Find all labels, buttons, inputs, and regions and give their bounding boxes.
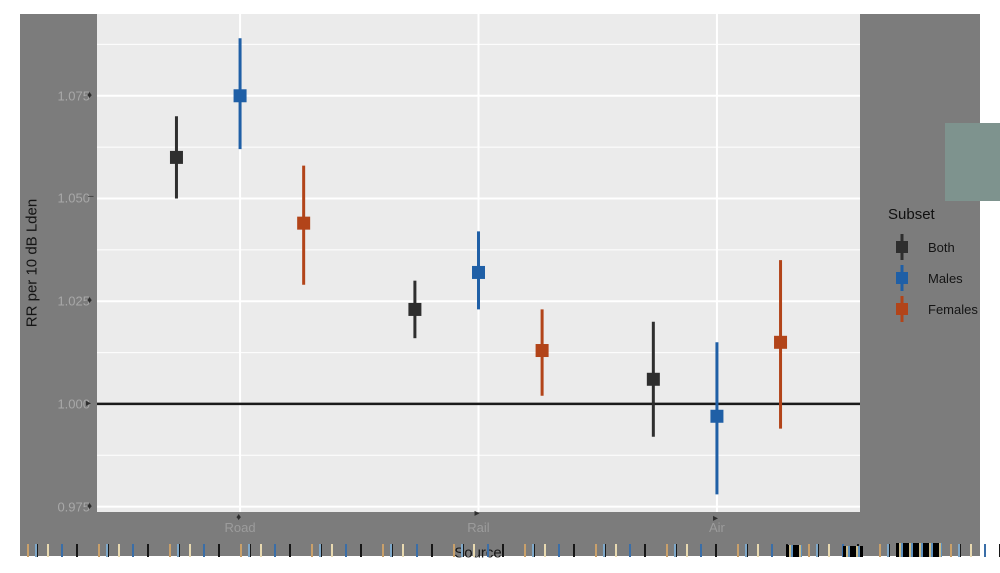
legend-entry-both: Both [886, 234, 978, 260]
y-axis-title: RR per 10 dB Lden [23, 198, 41, 328]
legend-entry-label: Males [928, 270, 963, 286]
glitch-artifact-block [843, 546, 863, 557]
plot-panel [97, 14, 860, 512]
glitch-artifact-bottom-strip [20, 544, 1000, 557]
tick-mark: ▸ [86, 397, 92, 409]
glitch-artifact-block [896, 543, 942, 557]
glitch-artifact-block [786, 545, 802, 557]
tick-mark: – [88, 191, 94, 203]
pointrange-key-icon [895, 296, 909, 322]
y-tick-label: 1.050 [57, 190, 90, 206]
y-tick-label: 1.025 [57, 293, 90, 309]
tick-mark: ▸ [474, 508, 480, 519]
x-tick-label: Rail [467, 520, 490, 535]
key-square [896, 303, 908, 315]
tick-mark: ▸ [712, 513, 718, 524]
legend-entry-label: Both [928, 239, 955, 255]
x-tick-label: Air [708, 520, 725, 535]
tick-mark: ♦ [87, 295, 93, 307]
pointrange-key-icon [895, 265, 909, 291]
legend: Subset Both Males Females [886, 206, 978, 327]
y-tick-label: 1.075 [57, 88, 90, 104]
tick-mark: ♦ [236, 512, 242, 523]
y-tick-label: 1.000 [57, 396, 90, 412]
legend-entry-label: Females [928, 301, 978, 317]
legend-entries: Both Males Females [886, 234, 978, 322]
legend-entry-females: Females [886, 296, 978, 322]
glitch-artifact-teal-patch [945, 123, 1000, 201]
tick-mark: ♦ [87, 500, 93, 512]
y-tick-label: 0.975 [57, 499, 90, 515]
tick-mark: ♦ [87, 89, 93, 101]
x-tick-label: Road [224, 520, 256, 535]
legend-entry-males: Males [886, 265, 978, 291]
pointrange-key-icon [895, 234, 909, 260]
key-square [896, 241, 908, 253]
legend-title: Subset [888, 206, 935, 223]
key-square [896, 272, 908, 284]
